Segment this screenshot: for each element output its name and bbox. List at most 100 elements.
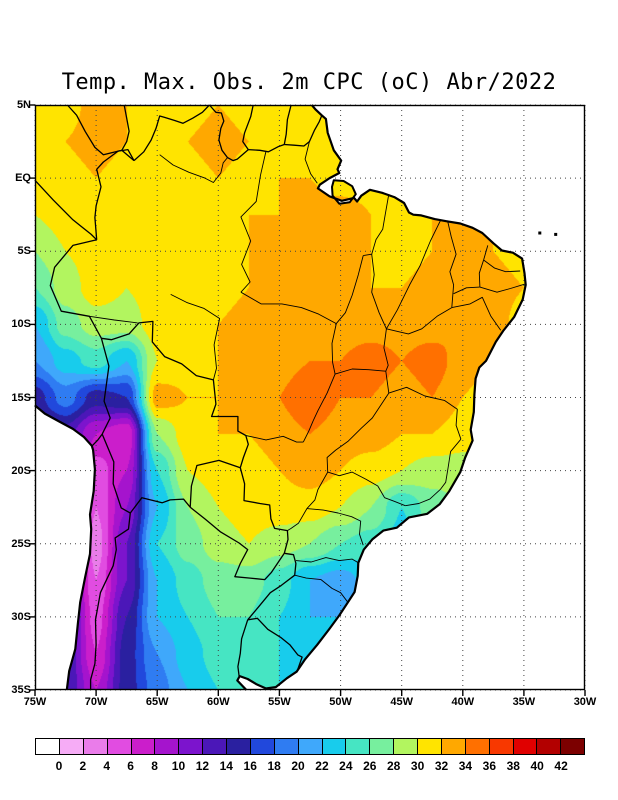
coastline-east (236, 104, 527, 691)
colorbar-segment (106, 738, 132, 755)
state-border (306, 508, 364, 546)
state-border (245, 435, 304, 443)
colorbar-tick-label: 22 (315, 759, 329, 773)
colorbar-segment (226, 738, 251, 755)
lon-label: 55W (268, 696, 291, 708)
state-border (302, 420, 314, 443)
plot-title: Temp. Max. Obs. 2m CPC (oC) Abr/2022 (61, 70, 557, 95)
state-border (240, 150, 267, 293)
colorbar-tick-label: 14 (219, 759, 233, 773)
colorbar-tick-label: 8 (151, 759, 158, 773)
country-border (247, 552, 297, 621)
colorbar-segment (202, 738, 227, 755)
country-border (283, 104, 292, 145)
colorbar-tick-label: 6 (127, 759, 134, 773)
colorbar-segment (512, 738, 538, 755)
colorbar-segment (488, 738, 514, 755)
colorbar-tick-label: 18 (267, 759, 281, 773)
country-border (66, 104, 122, 156)
colorbar-tick-label: 28 (387, 759, 401, 773)
lat-label: 25S (11, 537, 31, 550)
colorbar-segment (393, 738, 418, 755)
country-border (101, 320, 249, 468)
colorbar-tick-label: 4 (103, 759, 111, 773)
colorbar-tick-label: 26 (363, 759, 377, 773)
state-border (304, 141, 318, 184)
colorbar-tick-label: 20 (291, 759, 305, 773)
state-border (294, 574, 349, 603)
colorbar-segment (464, 738, 490, 755)
state-border (479, 283, 525, 293)
country-border (189, 506, 285, 581)
country-border (94, 148, 135, 240)
colorbar-tick-label: 34 (458, 759, 473, 773)
lon-label: 45W (390, 696, 413, 708)
lat-label: 5S (17, 245, 31, 258)
colorbar-segment (249, 738, 275, 755)
country-border (34, 179, 98, 241)
colorbar-tick-label: 12 (195, 759, 210, 773)
country-border (237, 619, 249, 677)
country-border (101, 433, 131, 514)
colorbar-tick-label: 16 (243, 759, 257, 773)
colorbar-segment (560, 738, 586, 755)
state-border (371, 254, 387, 329)
colorbar-tick-label: 2 (79, 759, 87, 773)
colorbar-segment (440, 738, 466, 755)
lon-label: 75W (23, 696, 47, 708)
country-border (189, 459, 241, 508)
lat-label: EQ (15, 172, 31, 185)
ocean-mask (35, 105, 585, 690)
state-border (478, 245, 489, 288)
colorbar-segment (321, 738, 347, 755)
country-border (89, 512, 131, 690)
colorbar-segment (297, 738, 323, 755)
state-border (295, 557, 359, 564)
country-border (133, 104, 210, 162)
country-border (239, 467, 289, 554)
map-plot (29, 104, 586, 696)
lon-label: 40W (451, 696, 475, 708)
lat-label: 20S (11, 464, 31, 477)
lon-label: 70W (84, 696, 108, 708)
map-overlay-svg (29, 104, 586, 696)
colorbar-tick-label: 10 (171, 759, 186, 773)
state-border (386, 307, 453, 335)
colorbar (35, 738, 586, 755)
state-border (326, 392, 390, 473)
state-border (312, 255, 364, 422)
colorbar-tick-label: 38 (506, 759, 520, 773)
country-border (91, 433, 103, 447)
lat-label: 10S (11, 318, 31, 331)
state-border (386, 219, 442, 330)
marajo-island (331, 179, 357, 205)
colorbar-segment (130, 738, 156, 755)
state-border (383, 328, 390, 394)
lat-label: 35S (11, 684, 31, 696)
country-border (247, 617, 303, 672)
colorbar-segment (178, 738, 204, 755)
state-border (453, 286, 480, 295)
state-border (327, 471, 406, 507)
colorbar-segment (417, 738, 442, 755)
state-border (451, 296, 502, 331)
lat-label: 5N (16, 99, 31, 111)
country-border (284, 115, 323, 147)
colorbar-segment (536, 738, 562, 755)
lon-label: 30W (573, 696, 597, 708)
colorbar-tick-label: 32 (434, 759, 449, 773)
state-border (439, 438, 462, 490)
lon-label: 60W (207, 696, 230, 708)
state-border (388, 386, 462, 440)
colorbar-segment (154, 738, 180, 755)
state-border (447, 220, 457, 308)
state-border (170, 293, 221, 381)
colorbar-segment (82, 738, 108, 755)
colorbar-tick-label: 0 (55, 759, 63, 773)
state-border (159, 154, 228, 183)
country-border (100, 338, 111, 435)
state-border (483, 259, 521, 273)
colorbar-segment (369, 738, 395, 755)
country-border (242, 104, 254, 150)
